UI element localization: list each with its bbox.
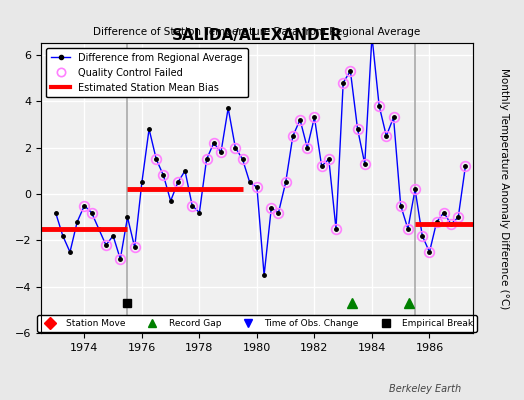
Legend: Station Move, Record Gap, Time of Obs. Change, Empirical Break: Station Move, Record Gap, Time of Obs. C… bbox=[37, 316, 477, 332]
Y-axis label: Monthly Temperature Anomaly Difference (°C): Monthly Temperature Anomaly Difference (… bbox=[499, 68, 509, 309]
Title: SALIDA/ALEXANDER: SALIDA/ALEXANDER bbox=[171, 28, 342, 43]
Text: Berkeley Earth: Berkeley Earth bbox=[389, 384, 461, 394]
Text: Difference of Station Temperature Data from Regional Average: Difference of Station Temperature Data f… bbox=[93, 27, 421, 37]
